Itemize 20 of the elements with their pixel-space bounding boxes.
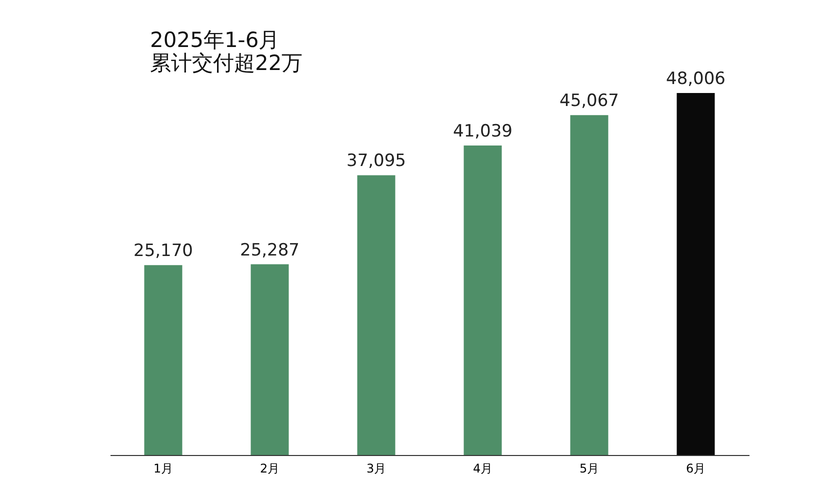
bar	[144, 265, 182, 455]
x-tick-label: 2月	[260, 462, 280, 476]
x-tick-label: 1月	[153, 462, 174, 476]
text: 2025年1-6月	[150, 28, 280, 52]
data-label: 41,039	[453, 122, 512, 142]
data-label: 48,006	[666, 68, 726, 89]
text: 累计交付超22万	[150, 51, 303, 75]
x-tick-label: 6月	[686, 462, 706, 476]
data-label: 45,067	[560, 91, 619, 112]
bar	[464, 146, 502, 455]
data-label: 37,095	[346, 151, 406, 172]
bar	[676, 92, 715, 455]
data-label: 25,287	[240, 240, 300, 260]
x-tick-label: 5月	[579, 462, 600, 476]
x-tick-label: 4月	[472, 462, 493, 476]
data-label: 25,170	[134, 241, 193, 262]
bar	[570, 115, 608, 455]
bar	[357, 175, 396, 455]
x-tick-label: 3月	[366, 462, 386, 476]
bar	[250, 264, 289, 455]
